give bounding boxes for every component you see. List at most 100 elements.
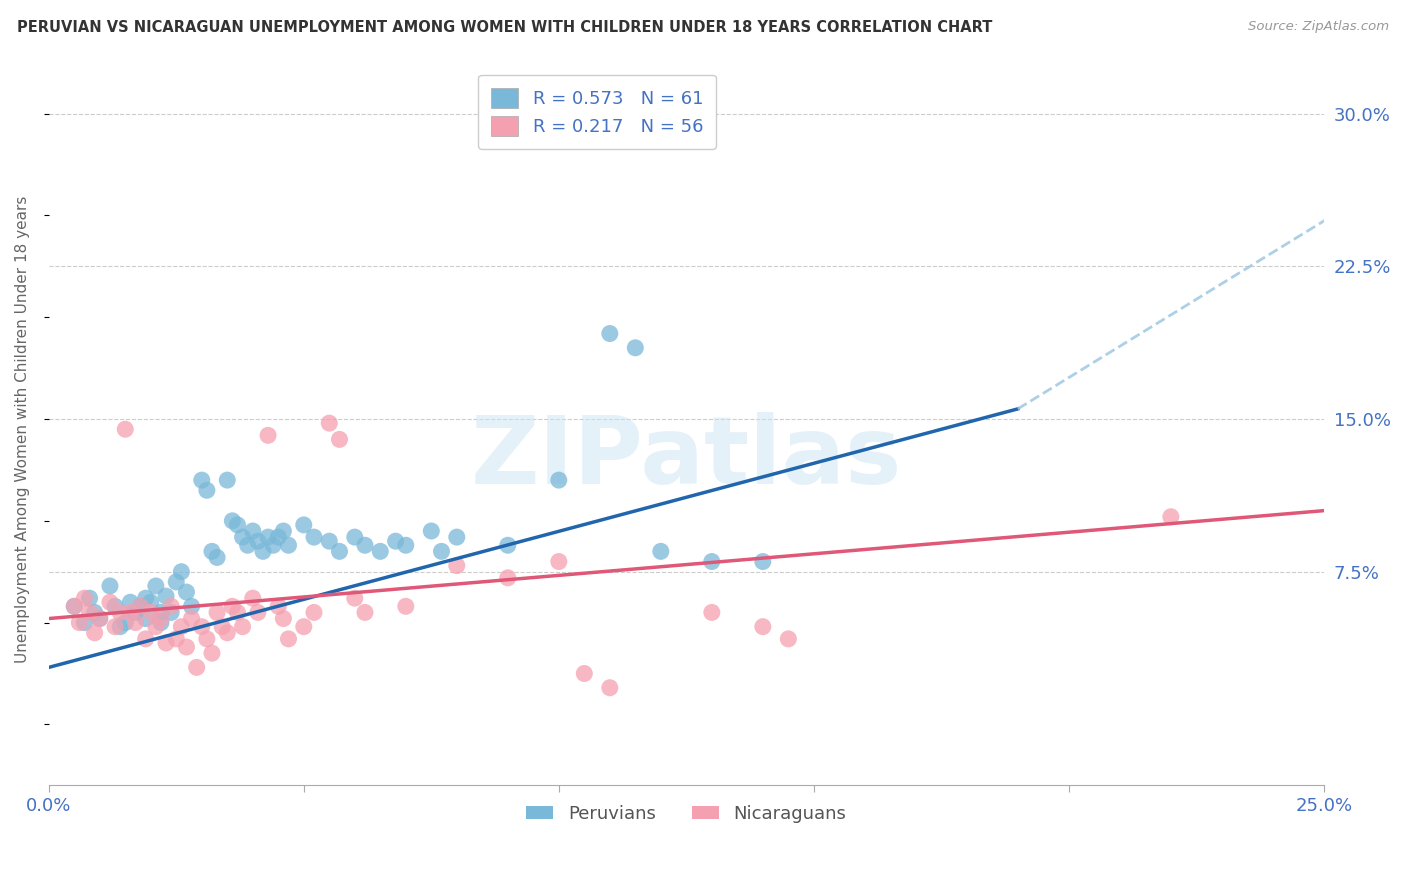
Point (547, 473, 569, 487)
Point (89, 611, 111, 625)
Point (252, 544, 274, 558)
Point (384, 534, 406, 549)
Point (149, 611, 172, 625)
Point (89, 611, 111, 625)
Text: ZIPatlas: ZIPatlas (471, 412, 903, 504)
Point (108, 620, 131, 634)
Point (129, 599, 152, 614)
Point (195, 632, 218, 646)
Point (226, 606, 249, 620)
Point (191, 620, 214, 634)
Point (343, 530, 366, 544)
Point (201, 646, 224, 660)
Point (120, 595, 142, 609)
Point (195, 483, 218, 498)
Point (129, 599, 152, 614)
Point (160, 606, 183, 620)
Point (354, 606, 377, 620)
Point (328, 544, 350, 558)
Point (221, 599, 243, 614)
Point (752, 620, 775, 634)
Point (104, 620, 127, 634)
Point (180, 611, 202, 625)
Point (176, 585, 198, 599)
Point (328, 433, 350, 447)
Point (160, 599, 183, 614)
Point (124, 615, 146, 630)
Point (446, 558, 468, 573)
Point (149, 615, 172, 630)
Point (180, 599, 202, 614)
Point (217, 473, 239, 487)
Point (246, 606, 269, 620)
Point (292, 517, 315, 532)
Point (574, 666, 596, 681)
Point (73, 615, 96, 630)
Point (273, 524, 295, 538)
Point (217, 625, 239, 640)
Point (368, 544, 391, 558)
Point (176, 640, 198, 654)
Point (262, 538, 284, 552)
Text: Source: ZipAtlas.com: Source: ZipAtlas.com (1249, 20, 1389, 33)
Point (395, 599, 418, 614)
Point (155, 589, 177, 603)
Point (232, 530, 254, 544)
Point (292, 620, 315, 634)
Point (221, 514, 243, 528)
Point (354, 538, 377, 552)
Y-axis label: Unemployment Among Women with Children Under 18 years: Unemployment Among Women with Children U… (15, 195, 30, 663)
Point (267, 599, 290, 614)
Point (145, 579, 167, 593)
Point (302, 606, 325, 620)
Point (170, 565, 193, 579)
Point (242, 591, 264, 606)
Point (624, 341, 647, 355)
Point (599, 326, 621, 341)
Point (165, 632, 187, 646)
Point (104, 599, 127, 614)
Point (211, 620, 233, 634)
Point (277, 632, 299, 646)
Point (135, 632, 157, 646)
Legend: Peruvians, Nicaraguans: Peruvians, Nicaraguans (519, 797, 853, 830)
Point (700, 606, 723, 620)
Point (135, 591, 157, 606)
Point (547, 555, 569, 569)
Point (98, 579, 121, 593)
Point (63, 599, 86, 614)
Point (139, 595, 162, 609)
Point (149, 606, 172, 620)
Point (236, 538, 259, 552)
Text: PERUVIAN VS NICARAGUAN UNEMPLOYMENT AMONG WOMEN WITH CHILDREN UNDER 18 YEARS COR: PERUVIAN VS NICARAGUAN UNEMPLOYMENT AMON… (17, 20, 993, 35)
Point (139, 606, 162, 620)
Point (778, 632, 800, 646)
Point (83, 625, 105, 640)
Point (124, 606, 146, 620)
Point (496, 571, 519, 585)
Point (201, 544, 224, 558)
Point (232, 620, 254, 634)
Point (79, 606, 101, 620)
Point (257, 530, 280, 544)
Point (267, 530, 290, 544)
Point (67, 615, 90, 630)
Point (343, 591, 366, 606)
Point (496, 538, 519, 552)
Point (108, 606, 131, 620)
Point (114, 615, 136, 630)
Point (273, 611, 295, 625)
Point (246, 534, 269, 549)
Point (302, 530, 325, 544)
Point (170, 620, 193, 634)
Point (242, 524, 264, 538)
Point (83, 606, 105, 620)
Point (145, 620, 167, 634)
Point (700, 555, 723, 569)
Point (165, 574, 187, 589)
Point (73, 591, 96, 606)
Point (650, 544, 672, 558)
Point (98, 595, 121, 609)
Point (79, 591, 101, 606)
Point (752, 555, 775, 569)
